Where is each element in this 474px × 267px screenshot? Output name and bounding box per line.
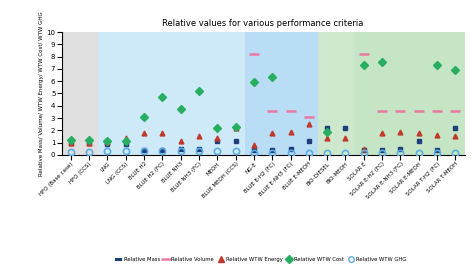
Legend: Relative Mass, Relative Volume, Relative WTW Energy, Relative WTW Cost, Relative: Relative Mass, Relative Volume, Relative… [113, 255, 408, 264]
Bar [245, 32, 318, 155]
Bar [318, 32, 355, 155]
Bar [98, 32, 245, 155]
Bar [355, 32, 465, 155]
Title: Relative values for various performance criteria: Relative values for various performance … [163, 19, 364, 29]
Bar [62, 32, 98, 155]
Y-axis label: Relative Mass/ Volume/ WTW Energy/ WTW Cost/ WTW GHG: Relative Mass/ Volume/ WTW Energy/ WTW C… [38, 11, 44, 176]
